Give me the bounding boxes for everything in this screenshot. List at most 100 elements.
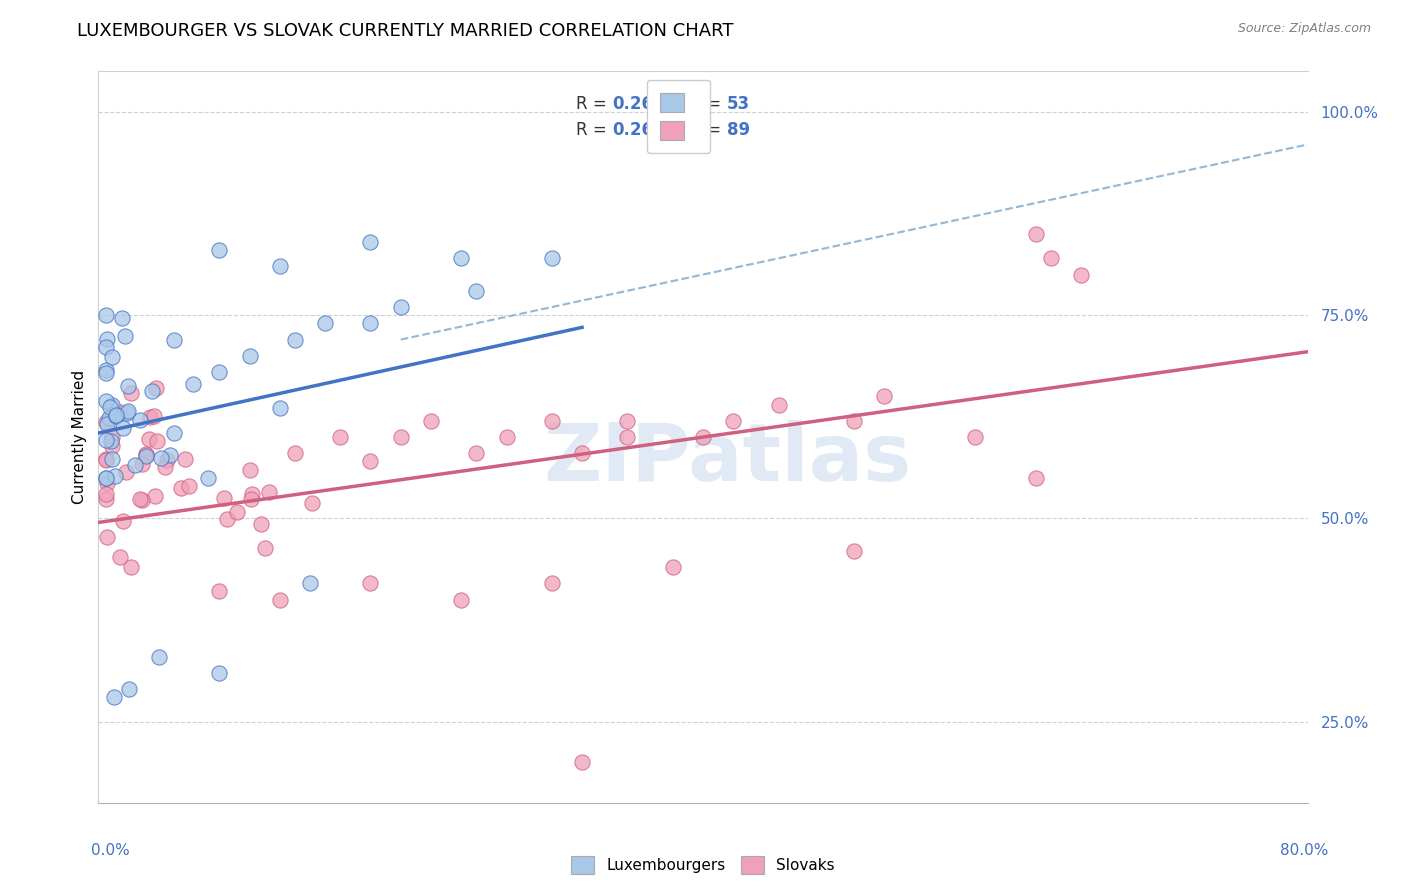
Point [153, 460, 176, 475]
Point [101, 429, 124, 443]
Point [240, 487, 263, 501]
Text: 0.0%: 0.0% [91, 843, 131, 858]
Point [149, 450, 172, 465]
Point [124, 458, 146, 472]
Point [239, 491, 262, 506]
Point [214, 491, 236, 505]
Text: 80.0%: 80.0% [1281, 843, 1329, 858]
Point [101, 451, 124, 466]
Point [174, 451, 197, 466]
Point [250, 517, 273, 532]
Point [131, 493, 153, 508]
Point [139, 409, 162, 424]
Point [94, 393, 117, 408]
Point [616, 430, 638, 444]
Point [100, 434, 122, 449]
Point [389, 300, 412, 314]
Text: 0.261: 0.261 [613, 121, 665, 139]
Point [111, 421, 134, 435]
Point [111, 514, 134, 528]
Point [96, 416, 118, 430]
Point [118, 681, 141, 696]
Text: 53: 53 [727, 95, 751, 112]
Text: N =: N = [679, 121, 725, 139]
Point [181, 376, 204, 391]
Point [226, 505, 249, 519]
Point [284, 333, 307, 347]
Point [540, 576, 562, 591]
Point [301, 496, 323, 510]
Point [873, 389, 896, 403]
Point [239, 462, 262, 476]
Point [259, 484, 281, 499]
Point [94, 471, 117, 485]
Point [571, 755, 593, 769]
Point [101, 439, 124, 453]
Point [208, 365, 231, 379]
Point [314, 316, 336, 330]
Point [141, 384, 163, 398]
Point [253, 541, 276, 555]
Point [844, 414, 866, 428]
Point [94, 308, 117, 322]
Point [616, 414, 638, 428]
Point [215, 511, 238, 525]
Point [101, 398, 124, 412]
Point [96, 417, 118, 432]
Point [98, 400, 121, 414]
Point [148, 649, 170, 664]
Text: R =: R = [576, 121, 612, 139]
Point [145, 381, 167, 395]
Point [156, 453, 179, 467]
Point [269, 260, 291, 274]
Point [105, 409, 128, 423]
Text: Source: ZipAtlas.com: Source: ZipAtlas.com [1237, 22, 1371, 36]
Point [163, 426, 186, 441]
Point [94, 433, 117, 447]
Point [96, 476, 118, 491]
Point [1024, 471, 1046, 485]
Point [1070, 268, 1092, 282]
Point [208, 584, 231, 599]
Text: ZIPatlas: ZIPatlas [543, 420, 911, 498]
Point [329, 430, 352, 444]
Text: 89: 89 [727, 121, 751, 139]
Point [1039, 252, 1062, 266]
Point [94, 340, 117, 354]
Point [692, 430, 714, 444]
Point [360, 454, 382, 468]
Point [1024, 227, 1046, 241]
Point [94, 363, 117, 377]
Point [661, 560, 683, 574]
Point [94, 453, 117, 467]
Point [142, 409, 165, 423]
Point [94, 492, 117, 507]
Point [269, 401, 291, 415]
Point [197, 471, 219, 485]
Point [111, 310, 134, 325]
Point [465, 284, 488, 298]
Point [117, 379, 139, 393]
Point [571, 446, 593, 460]
Point [135, 449, 157, 463]
Legend: , : , [647, 79, 710, 153]
Point [120, 386, 142, 401]
Point [101, 350, 124, 364]
Point [208, 665, 231, 680]
Point [135, 448, 157, 462]
Point [96, 530, 118, 544]
Point [103, 690, 125, 705]
Point [965, 430, 987, 444]
Point [104, 409, 127, 423]
Point [104, 469, 127, 483]
Point [146, 434, 169, 448]
Point [94, 451, 117, 466]
Point [163, 333, 186, 347]
Point [114, 465, 136, 479]
Point [117, 403, 139, 417]
Point [723, 414, 745, 428]
Legend: Luxembourgers, Slovaks: Luxembourgers, Slovaks [565, 850, 841, 880]
Point [131, 458, 153, 472]
Point [138, 432, 160, 446]
Point [239, 349, 262, 363]
